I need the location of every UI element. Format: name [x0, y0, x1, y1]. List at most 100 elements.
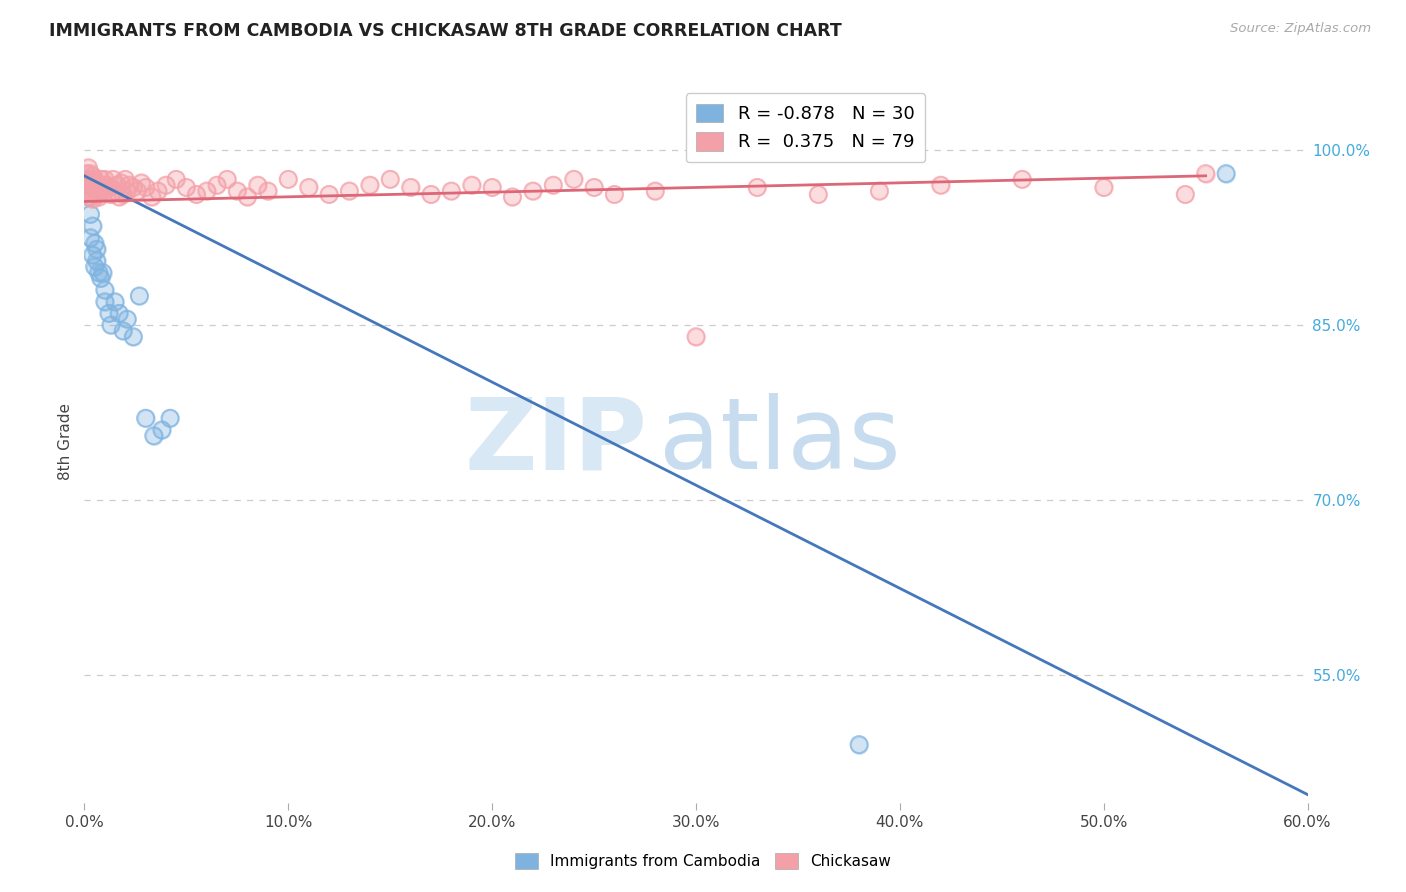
- Point: [110, 176, 132, 190]
- Point: [87, 266, 110, 280]
- Point: [77, 161, 100, 175]
- Point: [131, 176, 153, 190]
- Legend: Immigrants from Cambodia, Chickasaw: Immigrants from Cambodia, Chickasaw: [509, 847, 897, 875]
- Point: [90, 172, 112, 186]
- Point: [77, 161, 100, 175]
- Point: [685, 329, 707, 343]
- Point: [93, 184, 115, 198]
- Point: [77, 178, 100, 193]
- Point: [100, 187, 122, 202]
- Point: [122, 180, 145, 194]
- Point: [75, 172, 97, 186]
- Point: [135, 411, 157, 425]
- Point: [217, 172, 239, 186]
- Point: [108, 306, 131, 320]
- Point: [77, 184, 100, 198]
- Point: [118, 178, 141, 193]
- Point: [562, 172, 585, 186]
- Point: [502, 190, 524, 204]
- Point: [174, 180, 197, 194]
- Point: [110, 176, 132, 190]
- Point: [83, 184, 105, 198]
- Point: [90, 184, 112, 198]
- Point: [77, 190, 100, 204]
- Point: [93, 184, 115, 198]
- Point: [87, 178, 110, 193]
- Point: [603, 187, 626, 202]
- Point: [128, 289, 150, 303]
- Point: [217, 172, 239, 186]
- Point: [929, 178, 952, 193]
- Point: [1174, 187, 1197, 202]
- Point: [236, 190, 259, 204]
- Point: [399, 180, 422, 194]
- Point: [91, 266, 114, 280]
- Point: [205, 178, 228, 193]
- Point: [165, 172, 187, 186]
- Point: [108, 190, 131, 204]
- Point: [1011, 172, 1033, 186]
- Point: [82, 248, 104, 262]
- Point: [644, 184, 666, 198]
- Point: [82, 248, 104, 262]
- Point: [205, 178, 228, 193]
- Point: [118, 178, 141, 193]
- Point: [165, 172, 187, 186]
- Point: [644, 184, 666, 198]
- Point: [122, 329, 145, 343]
- Point: [141, 190, 163, 204]
- Point: [91, 266, 114, 280]
- Point: [86, 187, 108, 202]
- Point: [93, 172, 115, 186]
- Point: [112, 324, 135, 338]
- Point: [135, 411, 157, 425]
- Point: [150, 423, 173, 437]
- Point: [104, 184, 127, 198]
- Point: [108, 306, 131, 320]
- Point: [90, 271, 112, 285]
- Point: [869, 184, 891, 198]
- Point: [1215, 167, 1237, 181]
- Point: [420, 187, 443, 202]
- Point: [82, 169, 104, 183]
- Point: [77, 190, 100, 204]
- Point: [87, 190, 110, 204]
- Point: [90, 172, 112, 186]
- Point: [127, 184, 149, 198]
- Point: [115, 312, 138, 326]
- Point: [146, 184, 169, 198]
- Point: [90, 184, 112, 198]
- Point: [112, 187, 135, 202]
- Point: [87, 190, 110, 204]
- Point: [246, 178, 269, 193]
- Point: [186, 187, 208, 202]
- Point: [226, 184, 249, 198]
- Point: [79, 172, 101, 186]
- Point: [522, 184, 544, 198]
- Point: [86, 176, 108, 190]
- Point: [77, 184, 100, 198]
- Point: [277, 172, 299, 186]
- Point: [127, 184, 149, 198]
- Point: [77, 172, 100, 186]
- Point: [101, 172, 124, 186]
- Point: [929, 178, 952, 193]
- Point: [79, 172, 101, 186]
- Point: [481, 180, 503, 194]
- Point: [83, 172, 105, 186]
- Point: [93, 283, 115, 297]
- Point: [461, 178, 484, 193]
- Point: [481, 180, 503, 194]
- Point: [93, 294, 115, 309]
- Point: [115, 184, 138, 198]
- Point: [86, 176, 108, 190]
- Point: [339, 184, 361, 198]
- Point: [87, 178, 110, 193]
- Point: [131, 176, 153, 190]
- Point: [77, 178, 100, 193]
- Point: [257, 184, 280, 198]
- Point: [83, 260, 105, 274]
- Point: [108, 190, 131, 204]
- Point: [1174, 187, 1197, 202]
- Point: [82, 192, 104, 206]
